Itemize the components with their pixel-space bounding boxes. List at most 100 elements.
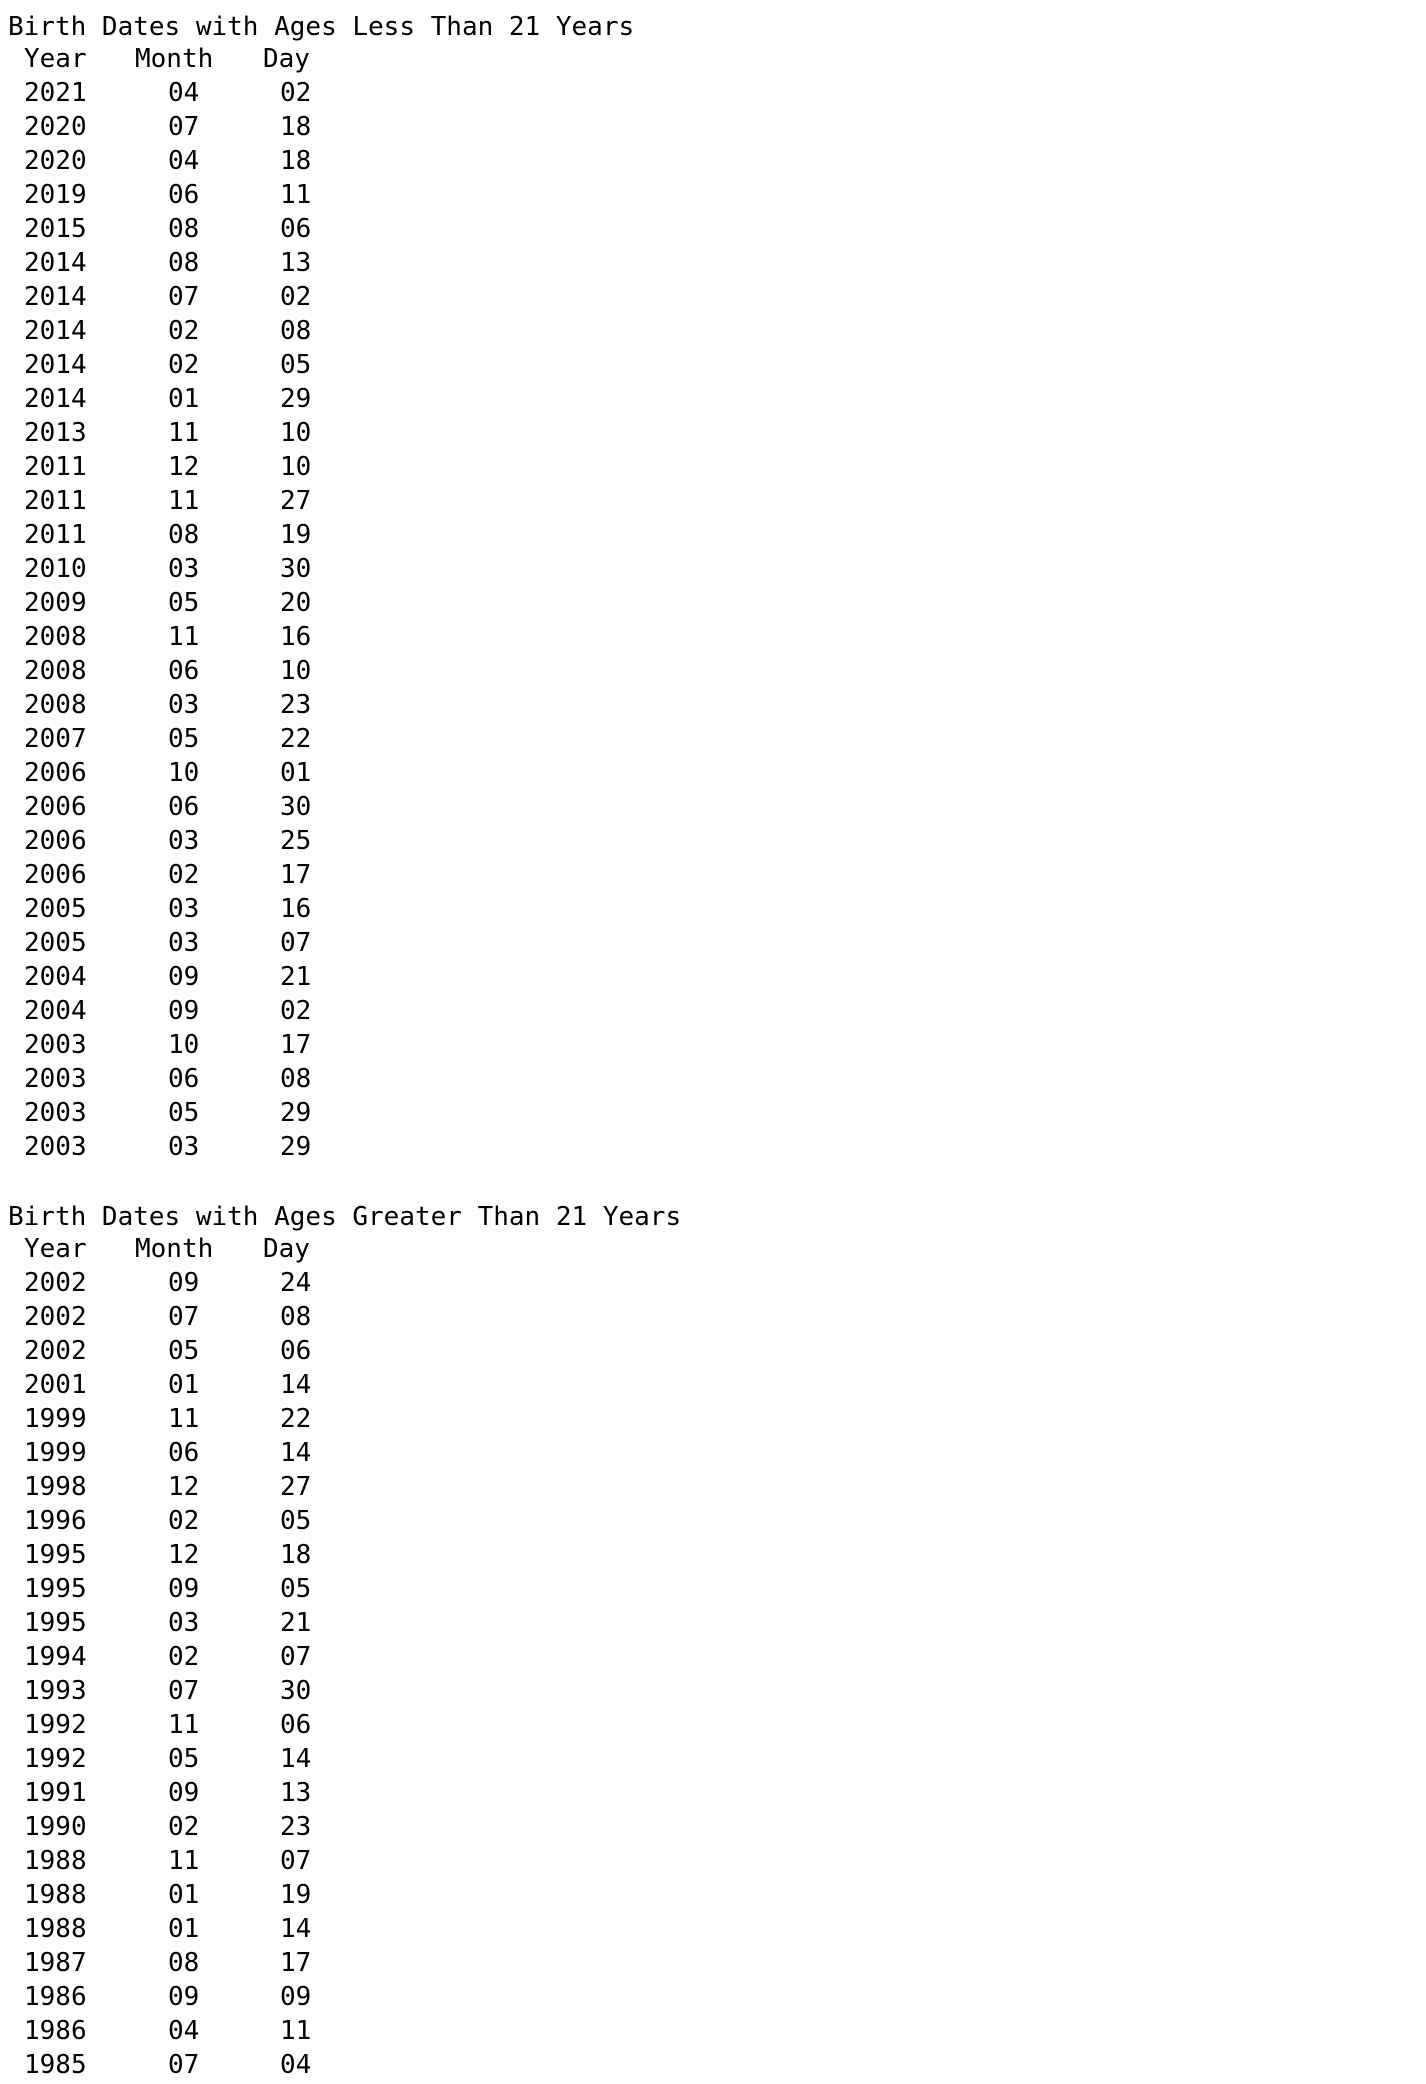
year-cell: 1993 — [24, 1676, 87, 1706]
month-cell: 12 — [168, 1472, 200, 1502]
table-row: 2003 03 29 — [8, 1132, 1408, 1166]
month-cell: 04 — [168, 146, 200, 176]
day-cell: 07 — [280, 1642, 312, 1672]
month-cell: 03 — [168, 690, 200, 720]
table-row: 2003 05 29 — [8, 1098, 1408, 1132]
month-cell: 02 — [168, 316, 200, 346]
month-cell: 09 — [168, 962, 200, 992]
day-cell: 06 — [280, 1336, 312, 1366]
year-cell: 1995 — [24, 1574, 87, 1604]
year-cell: 2021 — [24, 78, 87, 108]
day-cell: 11 — [280, 2016, 312, 2046]
result-section: Birth Dates with Ages Less Than 21 Years… — [8, 10, 1408, 1166]
year-cell: 2003 — [24, 1098, 87, 1128]
table-row: 2008 03 23 — [8, 690, 1408, 724]
year-cell: 2007 — [24, 724, 87, 754]
year-cell: 1988 — [24, 1846, 87, 1876]
blank-line — [8, 1166, 1408, 1200]
month-cell: 11 — [168, 1846, 200, 1876]
year-cell: 1992 — [24, 1744, 87, 1774]
day-cell: 07 — [280, 1846, 312, 1876]
table-row: 2004 09 02 — [8, 996, 1408, 1030]
month-cell: 03 — [168, 894, 200, 924]
day-cell: 19 — [280, 520, 312, 550]
year-cell: 1987 — [24, 1948, 87, 1978]
month-cell: 08 — [168, 520, 200, 550]
table-row: 1991 09 13 — [8, 1778, 1408, 1812]
table-row: 1994 02 07 — [8, 1642, 1408, 1676]
month-cell: 06 — [168, 180, 200, 210]
month-cell: 05 — [168, 1744, 200, 1774]
year-cell: 2013 — [24, 418, 87, 448]
year-cell: 1995 — [24, 1608, 87, 1638]
table-row: 2002 07 08 — [8, 1302, 1408, 1336]
day-cell: 18 — [280, 1540, 312, 1570]
section-title: Birth Dates with Ages Less Than 21 Years — [8, 12, 635, 42]
day-cell: 13 — [280, 248, 312, 278]
year-cell: 2010 — [24, 554, 87, 584]
day-cell: 23 — [280, 690, 312, 720]
day-cell: 13 — [280, 1778, 312, 1808]
day-cell: 02 — [280, 996, 312, 1026]
year-cell: 2005 — [24, 894, 87, 924]
day-cell: 06 — [280, 214, 312, 244]
day-cell: 20 — [280, 588, 312, 618]
month-cell: 04 — [168, 78, 200, 108]
month-cell: 11 — [168, 622, 200, 652]
day-cell: 17 — [280, 860, 312, 890]
day-cell: 14 — [280, 1438, 312, 1468]
month-cell: 09 — [168, 1574, 200, 1604]
year-cell: 2014 — [24, 350, 87, 380]
year-cell: 2004 — [24, 962, 87, 992]
year-cell: 1988 — [24, 1914, 87, 1944]
table-row: 2006 06 30 — [8, 792, 1408, 826]
month-cell: 02 — [168, 1812, 200, 1842]
table-row: 1993 07 30 — [8, 1676, 1408, 1710]
day-cell: 17 — [280, 1948, 312, 1978]
table-row: 2006 10 01 — [8, 758, 1408, 792]
month-cell: 09 — [168, 1778, 200, 1808]
day-cell: 07 — [280, 928, 312, 958]
table-row: 2020 07 18 — [8, 112, 1408, 146]
year-cell: 2006 — [24, 826, 87, 856]
table-row: 2003 10 17 — [8, 1030, 1408, 1064]
table-row: 2011 11 27 — [8, 486, 1408, 520]
day-cell: 30 — [280, 1676, 312, 1706]
year-cell: 1995 — [24, 1540, 87, 1570]
year-cell: 2006 — [24, 792, 87, 822]
month-cell: 07 — [168, 112, 200, 142]
column-header-day: Day — [263, 1234, 310, 1264]
month-cell: 09 — [168, 1982, 200, 2012]
day-cell: 16 — [280, 894, 312, 924]
month-cell: 06 — [168, 792, 200, 822]
month-cell: 06 — [168, 1438, 200, 1468]
table-row: 2001 01 14 — [8, 1370, 1408, 1404]
year-cell: 2015 — [24, 214, 87, 244]
table-row: 1992 11 06 — [8, 1710, 1408, 1744]
column-header-year: Year — [24, 1234, 87, 1264]
table-row: 1986 04 11 — [8, 2016, 1408, 2050]
month-cell: 12 — [168, 1540, 200, 1570]
year-cell: 2009 — [24, 588, 87, 618]
table-row: 2014 01 29 — [8, 384, 1408, 418]
month-cell: 02 — [168, 860, 200, 890]
month-cell: 11 — [168, 486, 200, 516]
table-row: 1998 12 27 — [8, 1472, 1408, 1506]
day-cell: 29 — [280, 384, 312, 414]
month-cell: 08 — [168, 214, 200, 244]
day-cell: 19 — [280, 1880, 312, 1910]
month-cell: 07 — [168, 282, 200, 312]
table-row: 2008 06 10 — [8, 656, 1408, 690]
day-cell: 01 — [280, 758, 312, 788]
day-cell: 10 — [280, 418, 312, 448]
day-cell: 22 — [280, 1404, 312, 1434]
year-cell: 2014 — [24, 384, 87, 414]
column-header-month: Month — [135, 1234, 214, 1264]
year-cell: 2004 — [24, 996, 87, 1026]
table-row: 2006 02 17 — [8, 860, 1408, 894]
column-header-row: Year Month Day — [8, 44, 1408, 78]
month-cell: 10 — [168, 1030, 200, 1060]
month-cell: 02 — [168, 1506, 200, 1536]
table-row: 1996 02 05 — [8, 1506, 1408, 1540]
month-cell: 01 — [168, 1370, 200, 1400]
